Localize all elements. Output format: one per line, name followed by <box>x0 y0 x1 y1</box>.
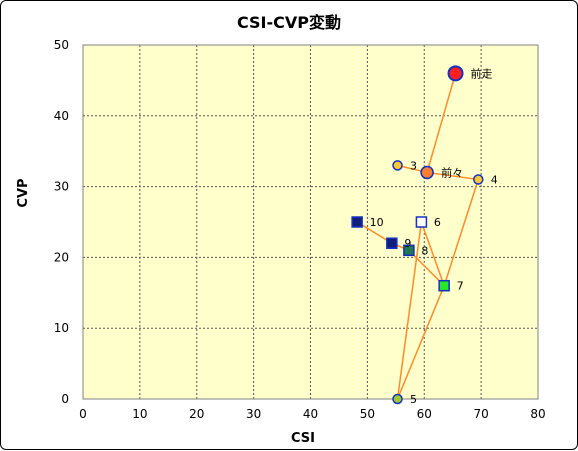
circle-marker <box>392 160 403 171</box>
square-marker <box>415 216 428 228</box>
point-label: 4 <box>491 174 498 187</box>
square-marker <box>351 216 363 228</box>
circle-marker <box>447 65 464 82</box>
y-tick-label: 0 <box>61 392 69 406</box>
circle-marker <box>473 174 484 185</box>
point-label: 9 <box>404 237 411 250</box>
x-tick-label: 60 <box>417 407 432 421</box>
y-tick-label: 20 <box>54 250 69 264</box>
x-tick-label: 80 <box>530 407 545 421</box>
square-marker <box>386 237 398 249</box>
point-label: 3 <box>410 159 417 172</box>
connection-line <box>396 285 445 400</box>
connection-line <box>420 221 445 286</box>
point-label: 10 <box>370 216 384 229</box>
connection-line <box>426 171 479 181</box>
x-tick-label: 40 <box>303 407 318 421</box>
connection-line <box>408 249 445 287</box>
x-axis-title: CSI <box>291 431 315 446</box>
y-tick-label: 40 <box>54 109 69 123</box>
y-tick-label: 10 <box>54 321 69 335</box>
x-tick-label: 20 <box>189 407 204 421</box>
connection-line <box>396 221 423 400</box>
connection-line <box>443 179 479 286</box>
y-axis-title: CVP <box>16 178 31 207</box>
plot-border <box>82 44 539 400</box>
point-label: 8 <box>421 244 428 257</box>
square-marker <box>438 279 450 292</box>
circle-marker <box>392 393 403 405</box>
circle-marker <box>420 165 434 180</box>
y-tick-label: 50 <box>54 38 69 52</box>
x-tick-label: 70 <box>473 407 488 421</box>
point-label: 5 <box>410 393 417 406</box>
chart-title: CSI-CVP変動 <box>237 13 341 32</box>
point-label: 前々 <box>441 165 463 179</box>
x-tick-label: 0 <box>79 407 87 421</box>
x-tick-label: 30 <box>246 407 261 421</box>
connection-line <box>426 73 457 173</box>
point-label: 7 <box>457 280 464 293</box>
point-label: 6 <box>434 216 441 229</box>
x-tick-label: 50 <box>360 407 375 421</box>
square-marker <box>403 244 415 257</box>
x-tick-label: 10 <box>132 407 147 421</box>
point-label: 前走 <box>471 66 493 80</box>
connection-line <box>356 221 393 244</box>
y-tick-label: 30 <box>54 180 69 194</box>
